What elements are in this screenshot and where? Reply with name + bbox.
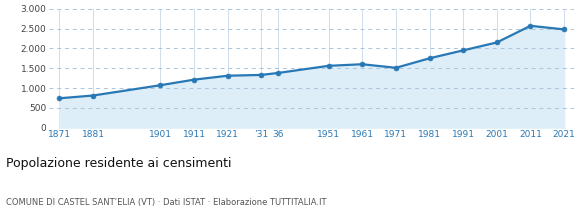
Text: COMUNE DI CASTEL SANT’ELIA (VT) · Dati ISTAT · Elaborazione TUTTITALIA.IT: COMUNE DI CASTEL SANT’ELIA (VT) · Dati I… xyxy=(6,198,327,207)
Text: Popolazione residente ai censimenti: Popolazione residente ai censimenti xyxy=(6,157,231,170)
